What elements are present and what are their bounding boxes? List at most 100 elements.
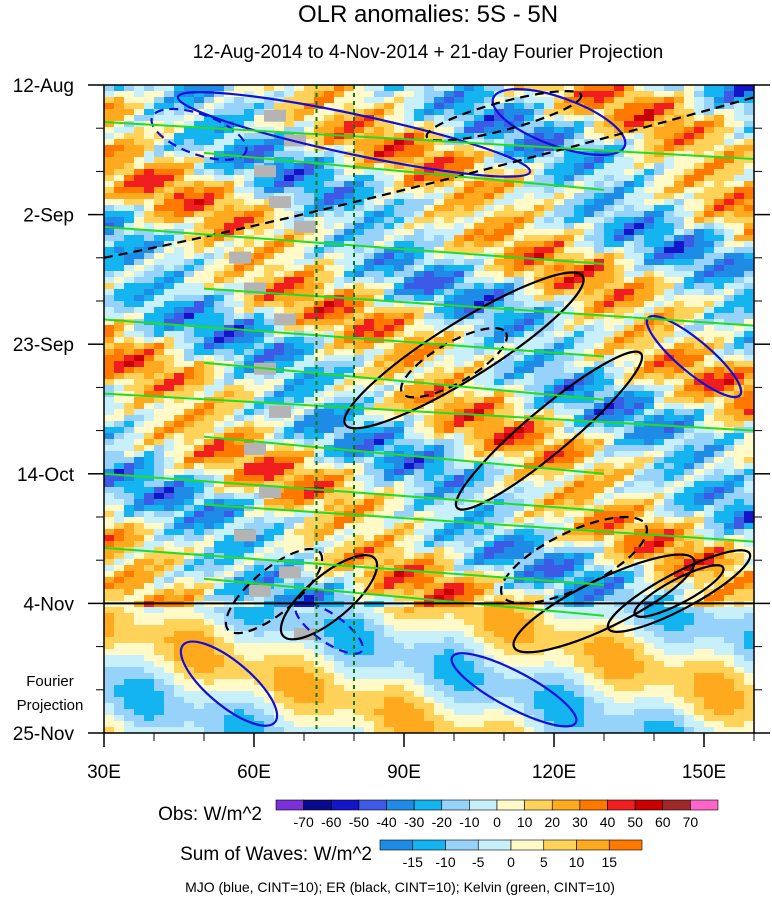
field-cell bbox=[184, 121, 195, 128]
field-cell bbox=[154, 541, 165, 548]
field-cell bbox=[124, 109, 135, 116]
field-cell bbox=[684, 259, 695, 266]
field-cell bbox=[664, 367, 675, 374]
field-cell bbox=[734, 259, 745, 266]
field-cell bbox=[274, 325, 285, 332]
field-cell bbox=[264, 529, 275, 536]
field-cell bbox=[184, 463, 195, 470]
field-cell bbox=[314, 277, 325, 284]
field-cell bbox=[524, 487, 535, 494]
field-cell bbox=[314, 283, 325, 290]
field-cell bbox=[464, 445, 475, 452]
field-cell bbox=[344, 181, 355, 188]
field-cell bbox=[554, 241, 565, 248]
field-cell bbox=[614, 265, 625, 272]
field-cell bbox=[114, 265, 125, 272]
field-cell bbox=[404, 97, 415, 104]
field-cell bbox=[484, 535, 495, 542]
field-cell bbox=[314, 493, 325, 500]
field-cell bbox=[474, 415, 485, 422]
field-cell bbox=[374, 457, 385, 464]
field-cell bbox=[174, 487, 185, 494]
field-cell bbox=[614, 97, 625, 104]
field-cell bbox=[344, 223, 355, 230]
field-cell bbox=[424, 343, 435, 350]
field-cell bbox=[594, 265, 605, 272]
field-cell bbox=[254, 511, 265, 518]
field-cell bbox=[464, 469, 475, 476]
field-cell bbox=[414, 193, 425, 200]
field-cell bbox=[254, 247, 265, 254]
field-cell bbox=[174, 277, 185, 284]
field-cell bbox=[174, 121, 185, 128]
field-cell bbox=[644, 163, 655, 170]
field-cell bbox=[714, 505, 725, 512]
field-cell bbox=[704, 193, 715, 200]
field-cell bbox=[674, 121, 685, 128]
field-cell bbox=[124, 157, 135, 164]
field-cell bbox=[504, 409, 515, 416]
field-cell bbox=[274, 469, 285, 476]
field-cell bbox=[334, 91, 345, 98]
field-cell bbox=[704, 373, 715, 380]
field-cell bbox=[254, 217, 265, 224]
field-cell bbox=[724, 169, 735, 176]
field-cell bbox=[494, 103, 505, 110]
field-cell bbox=[174, 181, 185, 188]
field-cell bbox=[224, 523, 235, 530]
field-cell bbox=[324, 475, 335, 482]
field-cell bbox=[204, 451, 215, 458]
field-cell bbox=[494, 385, 505, 392]
field-cell bbox=[584, 391, 595, 398]
field-cell bbox=[404, 481, 415, 488]
field-cell bbox=[314, 355, 325, 362]
field-cell bbox=[224, 343, 235, 350]
field-cell bbox=[174, 433, 185, 440]
field-cell bbox=[374, 109, 385, 116]
field-cell bbox=[624, 451, 635, 458]
field-cell bbox=[254, 469, 265, 476]
field-cell bbox=[604, 541, 615, 548]
field-cell bbox=[544, 295, 555, 302]
field-cell bbox=[334, 385, 345, 392]
field-cell bbox=[154, 235, 165, 242]
field-cell bbox=[534, 301, 545, 308]
field-cell bbox=[144, 133, 155, 140]
field-cell bbox=[694, 85, 705, 92]
field-cell bbox=[174, 541, 185, 548]
field-cell bbox=[384, 511, 395, 518]
field-cell bbox=[144, 349, 155, 356]
field-cell bbox=[374, 415, 385, 422]
field-cell bbox=[374, 127, 385, 134]
field-cell bbox=[614, 145, 625, 152]
field-cell bbox=[614, 229, 625, 236]
field-cell bbox=[384, 187, 395, 194]
field-cell bbox=[544, 211, 555, 218]
field-cell bbox=[474, 265, 485, 272]
field-cell bbox=[594, 121, 605, 128]
field-cell bbox=[554, 295, 565, 302]
field-cell bbox=[434, 97, 445, 104]
field-cell bbox=[274, 475, 285, 482]
field-cell bbox=[164, 223, 175, 230]
field-cell bbox=[384, 121, 395, 128]
field-cell bbox=[674, 217, 685, 224]
field-cell bbox=[134, 163, 145, 170]
field-cell bbox=[724, 241, 735, 248]
field-cell bbox=[514, 313, 525, 320]
field-cell bbox=[494, 379, 505, 386]
field-cell bbox=[394, 517, 405, 524]
field-cell bbox=[244, 85, 255, 92]
field-cell bbox=[734, 235, 745, 242]
field-cell bbox=[274, 139, 285, 146]
field-cell bbox=[294, 169, 305, 176]
field-cell bbox=[474, 469, 485, 476]
field-cell bbox=[584, 193, 595, 200]
field-cell bbox=[174, 409, 185, 416]
field-cell bbox=[174, 85, 185, 92]
field-cell bbox=[324, 127, 335, 134]
field-cell bbox=[664, 133, 675, 140]
field-cell bbox=[434, 259, 445, 266]
field-cell bbox=[574, 193, 585, 200]
field-cell bbox=[494, 445, 505, 452]
